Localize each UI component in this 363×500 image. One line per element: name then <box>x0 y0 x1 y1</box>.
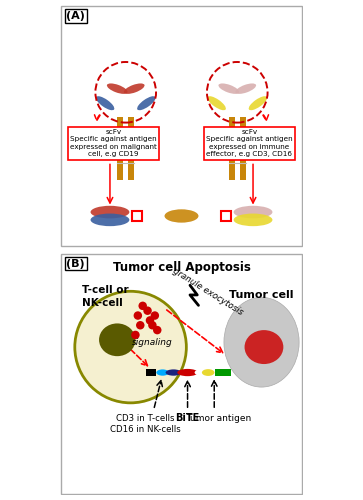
Text: granule exocytosis: granule exocytosis <box>171 266 244 317</box>
Circle shape <box>138 302 147 310</box>
Text: (A): (A) <box>66 11 85 21</box>
Ellipse shape <box>107 84 127 94</box>
Ellipse shape <box>156 370 169 376</box>
Text: Tumor antigen: Tumor antigen <box>187 414 252 423</box>
Ellipse shape <box>249 96 267 110</box>
FancyBboxPatch shape <box>61 254 302 494</box>
FancyBboxPatch shape <box>129 116 134 180</box>
Circle shape <box>146 316 154 324</box>
FancyBboxPatch shape <box>240 116 246 180</box>
FancyBboxPatch shape <box>146 369 156 376</box>
Ellipse shape <box>207 96 226 110</box>
Ellipse shape <box>90 206 129 218</box>
Text: (B): (B) <box>66 258 85 268</box>
Ellipse shape <box>164 210 199 222</box>
FancyBboxPatch shape <box>61 6 302 246</box>
Ellipse shape <box>245 330 284 364</box>
Text: scFv
Specific against antigen
expressed on immune
effector, e.g CD3, CD16: scFv Specific against antigen expressed … <box>206 129 293 158</box>
Ellipse shape <box>219 84 239 94</box>
Ellipse shape <box>124 84 144 94</box>
Circle shape <box>148 321 157 330</box>
FancyBboxPatch shape <box>132 210 142 222</box>
Ellipse shape <box>195 370 204 375</box>
Circle shape <box>143 306 152 315</box>
Text: signaling: signaling <box>132 338 172 347</box>
Circle shape <box>75 292 186 403</box>
FancyBboxPatch shape <box>216 369 231 376</box>
Ellipse shape <box>90 214 129 226</box>
Ellipse shape <box>202 369 215 376</box>
Text: CD3 in T-cells
CD16 in NK-cells: CD3 in T-cells CD16 in NK-cells <box>110 414 180 434</box>
FancyBboxPatch shape <box>229 116 234 180</box>
Text: T-cell or
NK-cell: T-cell or NK-cell <box>82 285 129 308</box>
FancyBboxPatch shape <box>221 210 231 222</box>
Ellipse shape <box>236 84 256 94</box>
Ellipse shape <box>234 214 273 226</box>
Ellipse shape <box>166 370 182 376</box>
FancyBboxPatch shape <box>117 116 123 180</box>
Circle shape <box>134 312 142 320</box>
Ellipse shape <box>234 206 273 218</box>
Text: Tumor cell: Tumor cell <box>229 290 294 300</box>
Text: scFv
Specific against antigen
expressed on malignant
cell, e.g CD19: scFv Specific against antigen expressed … <box>70 129 157 158</box>
Ellipse shape <box>224 298 299 387</box>
Text: BiTE: BiTE <box>175 414 200 424</box>
Ellipse shape <box>137 96 156 110</box>
Ellipse shape <box>96 96 114 110</box>
Circle shape <box>151 312 159 320</box>
Ellipse shape <box>99 324 135 356</box>
Circle shape <box>131 330 140 339</box>
Ellipse shape <box>177 369 198 376</box>
Circle shape <box>153 326 162 334</box>
Circle shape <box>136 321 144 330</box>
Text: Tumor cell Apoptosis: Tumor cell Apoptosis <box>113 261 250 274</box>
